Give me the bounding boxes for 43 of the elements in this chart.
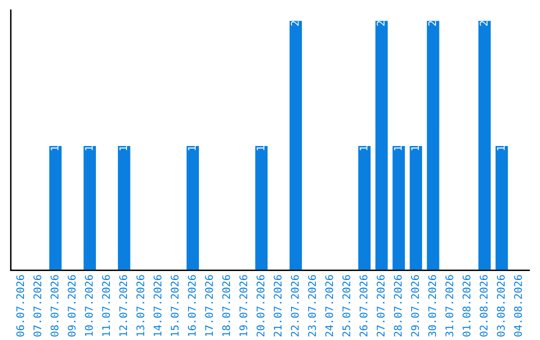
x-tick-label: 02.08.2026 <box>480 275 488 336</box>
x-tick-label: 07.07.2026 <box>33 275 42 336</box>
x-tick-label: 14.07.2026 <box>154 275 162 336</box>
data-label: 1 <box>411 146 419 150</box>
data-label: 1 <box>119 146 127 150</box>
x-tick-label: 25.07.2026 <box>342 275 350 336</box>
x-tick-label: 19.07.2026 <box>239 275 248 336</box>
x-tick-label: 29.07.2026 <box>411 275 419 336</box>
x-tick-label: 08.07.2026 <box>50 275 58 336</box>
x-tick-label: 03.08.2026 <box>496 275 505 336</box>
data-label: 1 <box>360 146 368 150</box>
x-tick-label: 12.07.2026 <box>119 275 128 336</box>
x-tick-label: 16.07.2026 <box>188 275 196 336</box>
data-label: 2 <box>376 21 384 26</box>
x-tick-label: 21.07.2026 <box>274 275 282 336</box>
x-tick-label: 13.07.2026 <box>136 275 144 336</box>
x-tick-label: 18.07.2026 <box>222 275 230 336</box>
x-tick-label: 09.07.2026 <box>68 275 76 336</box>
x-tick-label: 23.07.2026 <box>308 275 316 336</box>
x-tick-label: 20.07.2026 <box>256 275 264 336</box>
x-tick-label: 06.07.2026 <box>16 275 24 336</box>
x-tick-label: 11.07.2026 <box>102 275 110 336</box>
x-tick-label: 26.07.2026 <box>360 275 368 336</box>
x-tick-label: 01.08.2026 <box>462 275 470 336</box>
x-tick-label: 15.07.2026 <box>170 275 179 336</box>
data-label: 1 <box>256 146 264 150</box>
x-tick-label: 22.07.2026 <box>290 275 299 336</box>
data-label: 1 <box>394 146 402 150</box>
x-tick-label: 28.07.2026 <box>394 275 402 336</box>
x-tick-label: 30.07.2026 <box>428 275 436 336</box>
data-label: 2 <box>480 21 488 26</box>
x-tick-label: 31.07.2026 <box>445 275 454 336</box>
data-label: 2 <box>428 21 436 26</box>
x-tick-label: 04.08.2026 <box>514 275 522 336</box>
data-label: 1 <box>497 146 505 150</box>
data-label: 1 <box>85 146 93 150</box>
x-tick-label: 27.07.2026 <box>376 275 385 336</box>
data-label: 1 <box>188 146 196 150</box>
x-tick-label: 10.07.2026 <box>84 275 93 336</box>
x-tick-label: 24.07.2026 <box>325 275 334 336</box>
x-tick-label: 17.07.2026 <box>205 275 213 336</box>
data-label: 2 <box>290 21 299 26</box>
data-label: 1 <box>50 146 58 150</box>
